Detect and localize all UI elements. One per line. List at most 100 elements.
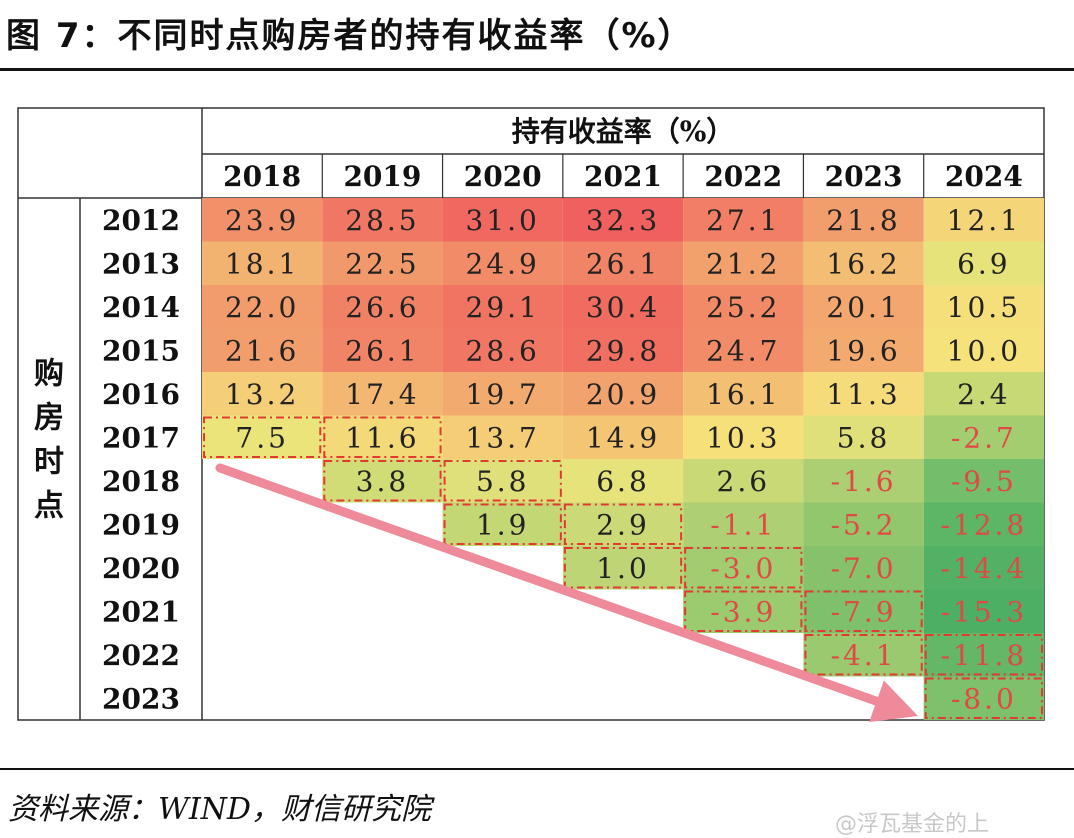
cell-value: 10.3 <box>706 422 780 455</box>
row-label-2016: 2016 <box>102 378 180 411</box>
cell-value: 19.7 <box>466 378 540 411</box>
heatmap-cell <box>442 502 563 546</box>
heatmap-cell <box>803 589 924 633</box>
cell-value: 22.5 <box>345 248 419 281</box>
heatmap-cell <box>562 546 684 590</box>
cell-value: -4.1 <box>831 639 897 672</box>
cell-value: -3.0 <box>710 552 776 585</box>
row-label-2018: 2018 <box>102 465 180 498</box>
cell-value: 13.7 <box>466 422 540 455</box>
col-header-2023: 2023 <box>825 160 903 193</box>
row-axis-label-char: 房 <box>34 400 64 435</box>
header-title: 持有收益率（%） <box>512 115 735 148</box>
col-header-2018: 2018 <box>223 160 301 193</box>
cell-value: 20.9 <box>586 378 660 411</box>
highlight-box <box>804 634 923 676</box>
heatmap-cell <box>803 285 924 329</box>
heatmap-cell <box>202 285 323 329</box>
cell-value: 30.4 <box>586 291 660 324</box>
row-label-2015: 2015 <box>102 335 180 368</box>
heatmap-cell <box>683 546 804 590</box>
heatmap-cell <box>923 676 1044 720</box>
heatmap-cell <box>442 415 563 459</box>
cell-value: -9.5 <box>951 465 1017 498</box>
heatmap-cell <box>683 589 804 633</box>
cell-value: -15.3 <box>940 596 1027 629</box>
cell-value: 14.9 <box>586 422 660 455</box>
col-header-2022: 2022 <box>704 160 782 193</box>
highlight-box <box>203 416 322 458</box>
cell-value: 12.1 <box>947 204 1021 237</box>
heatmap-cell <box>923 285 1044 329</box>
heatmap-cell <box>322 328 443 372</box>
heatmap-cell <box>683 328 804 372</box>
heatmap-cell <box>803 241 924 285</box>
cell-value: 16.1 <box>706 378 780 411</box>
heatmap-cell <box>923 459 1044 503</box>
heatmap-cell <box>803 633 924 677</box>
heatmap-cell <box>683 459 804 503</box>
row-label-2013: 2013 <box>102 248 180 281</box>
cell-value: -7.0 <box>831 552 897 585</box>
highlight-box <box>323 460 442 502</box>
heatmap-cell <box>923 589 1044 633</box>
cell-value: -2.7 <box>951 422 1017 455</box>
cell-value: 31.0 <box>466 204 540 237</box>
highlight-box <box>323 416 442 458</box>
heatmap-cell <box>923 415 1044 459</box>
cell-value: 6.8 <box>596 465 650 498</box>
highlight-box <box>924 634 1044 676</box>
cell-value: 29.1 <box>466 291 540 324</box>
cell-value: 27.1 <box>706 204 780 237</box>
cell-value: 20.1 <box>826 291 900 324</box>
heatmap-cell <box>442 241 563 285</box>
highlight-box <box>563 503 683 545</box>
cell-value: 29.8 <box>586 335 660 368</box>
heatmap-cell <box>442 372 563 416</box>
heatmap-cell <box>322 415 443 459</box>
cell-value: -11.8 <box>940 639 1027 672</box>
cell-value: -14.4 <box>940 552 1027 585</box>
cell-value: 21.6 <box>225 335 299 368</box>
heatmap-cell <box>923 198 1044 242</box>
row-label-2023: 2023 <box>102 683 180 716</box>
heatmap-cell <box>202 328 323 372</box>
heatmap-cell <box>322 241 443 285</box>
cell-value: -3.9 <box>710 596 776 629</box>
row-axis-label-char: 点 <box>34 488 64 523</box>
row-axis-label-char: 时 <box>34 444 64 479</box>
cell-value: 24.7 <box>706 335 780 368</box>
heatmap-cell <box>803 198 924 242</box>
cell-value: 11.3 <box>826 378 900 411</box>
cell-value: 1.0 <box>596 552 650 585</box>
cell-value: 21.8 <box>826 204 900 237</box>
heatmap-cell <box>562 502 684 546</box>
heatmap-cell <box>803 546 924 590</box>
heatmap-cell <box>683 502 804 546</box>
cell-value: 26.1 <box>345 335 419 368</box>
cell-value: 2.9 <box>596 509 650 542</box>
cell-value: 11.6 <box>345 422 419 455</box>
heatmap-cell <box>923 633 1044 677</box>
heatmap-cell <box>803 415 924 459</box>
col-header-2020: 2020 <box>464 160 542 193</box>
cell-value: -12.8 <box>940 509 1027 542</box>
cell-value: 26.6 <box>345 291 419 324</box>
heatmap-cell <box>923 502 1044 546</box>
cell-value: 28.5 <box>345 204 419 237</box>
heatmap-cell <box>683 241 804 285</box>
cell-value: 17.4 <box>345 378 419 411</box>
cell-value: -1.1 <box>710 509 776 542</box>
heatmap-cell <box>442 459 563 503</box>
heatmap-cell <box>923 372 1044 416</box>
footer-rule <box>0 768 1074 770</box>
cell-value: 22.0 <box>225 291 299 324</box>
row-label-2020: 2020 <box>102 552 180 585</box>
title-rule <box>0 68 1074 71</box>
figure-title: 图 7：不同时点购房者的持有收益率（%） <box>6 16 694 56</box>
source-note: 资料来源：WIND，财信研究院 <box>8 792 431 827</box>
highlight-box <box>804 590 923 632</box>
heatmap-cell <box>322 285 443 329</box>
cell-value: 32.3 <box>586 204 660 237</box>
heatmap-cell <box>322 198 443 242</box>
